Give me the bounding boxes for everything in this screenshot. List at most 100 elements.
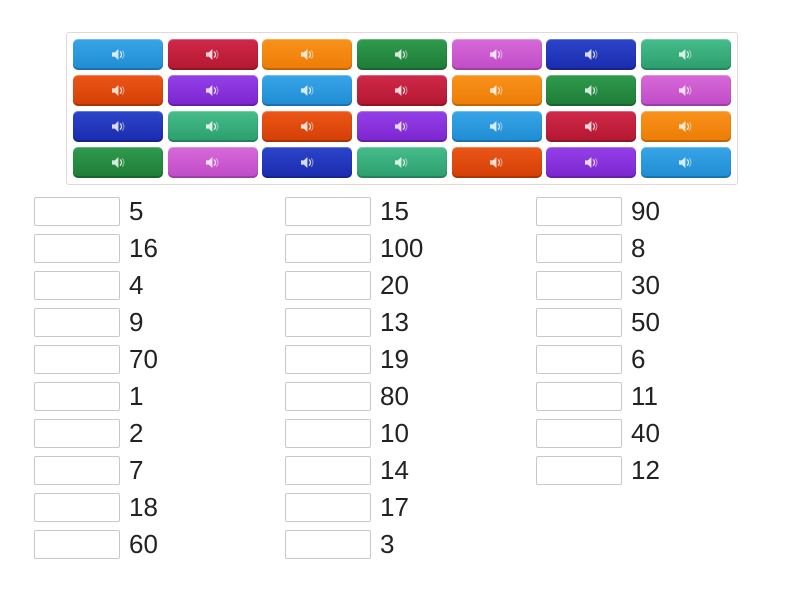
speaker-icon xyxy=(490,121,503,132)
match-row: 5 xyxy=(34,197,158,226)
audio-button[interactable] xyxy=(451,39,542,70)
answer-slot[interactable] xyxy=(34,419,120,448)
audio-button[interactable] xyxy=(167,147,258,178)
match-number-label: 90 xyxy=(631,196,660,226)
match-number-label: 60 xyxy=(129,529,158,559)
audio-button[interactable] xyxy=(546,39,637,70)
audio-button[interactable] xyxy=(356,39,447,70)
speaker-icon xyxy=(206,157,219,168)
match-number-label: 100 xyxy=(380,233,424,263)
match-number-label: 40 xyxy=(631,418,660,448)
speaker-icon xyxy=(679,49,692,60)
match-row: 17 xyxy=(285,493,423,522)
match-number-label: 9 xyxy=(129,307,144,337)
answer-slot[interactable] xyxy=(536,234,622,263)
match-row: 19 xyxy=(285,345,423,374)
answer-slot[interactable] xyxy=(285,419,371,448)
answer-slot[interactable] xyxy=(536,382,622,411)
audio-button[interactable] xyxy=(451,75,542,106)
answer-slot[interactable] xyxy=(536,419,622,448)
audio-button[interactable] xyxy=(73,147,163,178)
speaker-icon xyxy=(111,157,125,168)
audio-button[interactable] xyxy=(262,75,353,106)
answer-slot[interactable] xyxy=(536,271,622,300)
match-row: 13 xyxy=(285,308,423,337)
sound-board xyxy=(66,32,738,185)
audio-button[interactable] xyxy=(546,147,637,178)
answer-slot[interactable] xyxy=(536,345,622,374)
answer-slot[interactable] xyxy=(285,530,371,559)
audio-button[interactable] xyxy=(640,147,731,178)
audio-button[interactable] xyxy=(167,111,258,142)
answer-slot[interactable] xyxy=(285,456,371,485)
match-number-label: 4 xyxy=(129,270,144,300)
match-column: 5 16 4 9 70 1 2 7 18 60 xyxy=(34,197,158,567)
match-row: 90 xyxy=(536,197,660,226)
speaker-icon xyxy=(584,157,598,168)
audio-button[interactable] xyxy=(451,111,542,142)
match-column: 15 100 20 13 19 80 10 14 17 3 xyxy=(285,197,423,567)
answer-slot[interactable] xyxy=(536,197,622,226)
match-number-label: 12 xyxy=(631,455,660,485)
answer-slot[interactable] xyxy=(34,308,120,337)
answer-slot[interactable] xyxy=(34,271,120,300)
answer-slot[interactable] xyxy=(34,382,120,411)
audio-button[interactable] xyxy=(167,75,258,106)
answer-slot[interactable] xyxy=(34,530,120,559)
audio-button[interactable] xyxy=(73,111,163,142)
answer-slot[interactable] xyxy=(285,308,371,337)
match-number-label: 19 xyxy=(380,344,409,374)
match-row: 2 xyxy=(34,419,158,448)
match-row: 15 xyxy=(285,197,423,226)
match-number-label: 70 xyxy=(129,344,158,374)
match-row: 12 xyxy=(536,456,660,485)
match-number-label: 6 xyxy=(631,344,646,374)
speaker-icon xyxy=(584,49,598,60)
audio-button[interactable] xyxy=(262,147,353,178)
answer-slot[interactable] xyxy=(34,456,120,485)
answer-slot[interactable] xyxy=(34,197,120,226)
speaker-icon xyxy=(206,85,219,96)
match-row: 9 xyxy=(34,308,158,337)
audio-button[interactable] xyxy=(73,39,163,70)
answer-slot[interactable] xyxy=(536,456,622,485)
audio-button[interactable] xyxy=(262,39,353,70)
answer-slot[interactable] xyxy=(34,493,120,522)
audio-button[interactable] xyxy=(167,39,258,70)
answer-slot[interactable] xyxy=(285,493,371,522)
answer-slot[interactable] xyxy=(285,382,371,411)
answer-slot[interactable] xyxy=(34,234,120,263)
audio-button[interactable] xyxy=(356,75,447,106)
audio-button[interactable] xyxy=(356,147,447,178)
speaker-icon xyxy=(300,157,314,168)
audio-button[interactable] xyxy=(262,111,353,142)
audio-button[interactable] xyxy=(640,111,731,142)
match-number-label: 15 xyxy=(380,196,409,226)
speaker-icon xyxy=(679,157,692,168)
speaker-icon xyxy=(395,121,408,132)
audio-button[interactable] xyxy=(451,147,542,178)
answer-slot[interactable] xyxy=(285,197,371,226)
match-row: 50 xyxy=(536,308,660,337)
audio-button[interactable] xyxy=(356,111,447,142)
audio-button[interactable] xyxy=(640,39,731,70)
match-column: 90 8 30 50 6 11 40 12 xyxy=(536,197,660,493)
speaker-icon xyxy=(679,85,692,96)
match-row: 16 xyxy=(34,234,158,263)
answer-slot[interactable] xyxy=(34,345,120,374)
audio-button[interactable] xyxy=(546,75,637,106)
match-row: 70 xyxy=(34,345,158,374)
speaker-icon xyxy=(584,85,598,96)
answer-slot[interactable] xyxy=(285,271,371,300)
answer-slot[interactable] xyxy=(285,345,371,374)
audio-button[interactable] xyxy=(73,75,163,106)
audio-button[interactable] xyxy=(546,111,637,142)
audio-button[interactable] xyxy=(640,75,731,106)
answer-slot[interactable] xyxy=(536,308,622,337)
match-number-label: 7 xyxy=(129,455,144,485)
match-number-label: 50 xyxy=(631,307,660,337)
match-row: 20 xyxy=(285,271,423,300)
speaker-icon xyxy=(490,157,503,168)
match-number-label: 17 xyxy=(380,492,409,522)
answer-slot[interactable] xyxy=(285,234,371,263)
